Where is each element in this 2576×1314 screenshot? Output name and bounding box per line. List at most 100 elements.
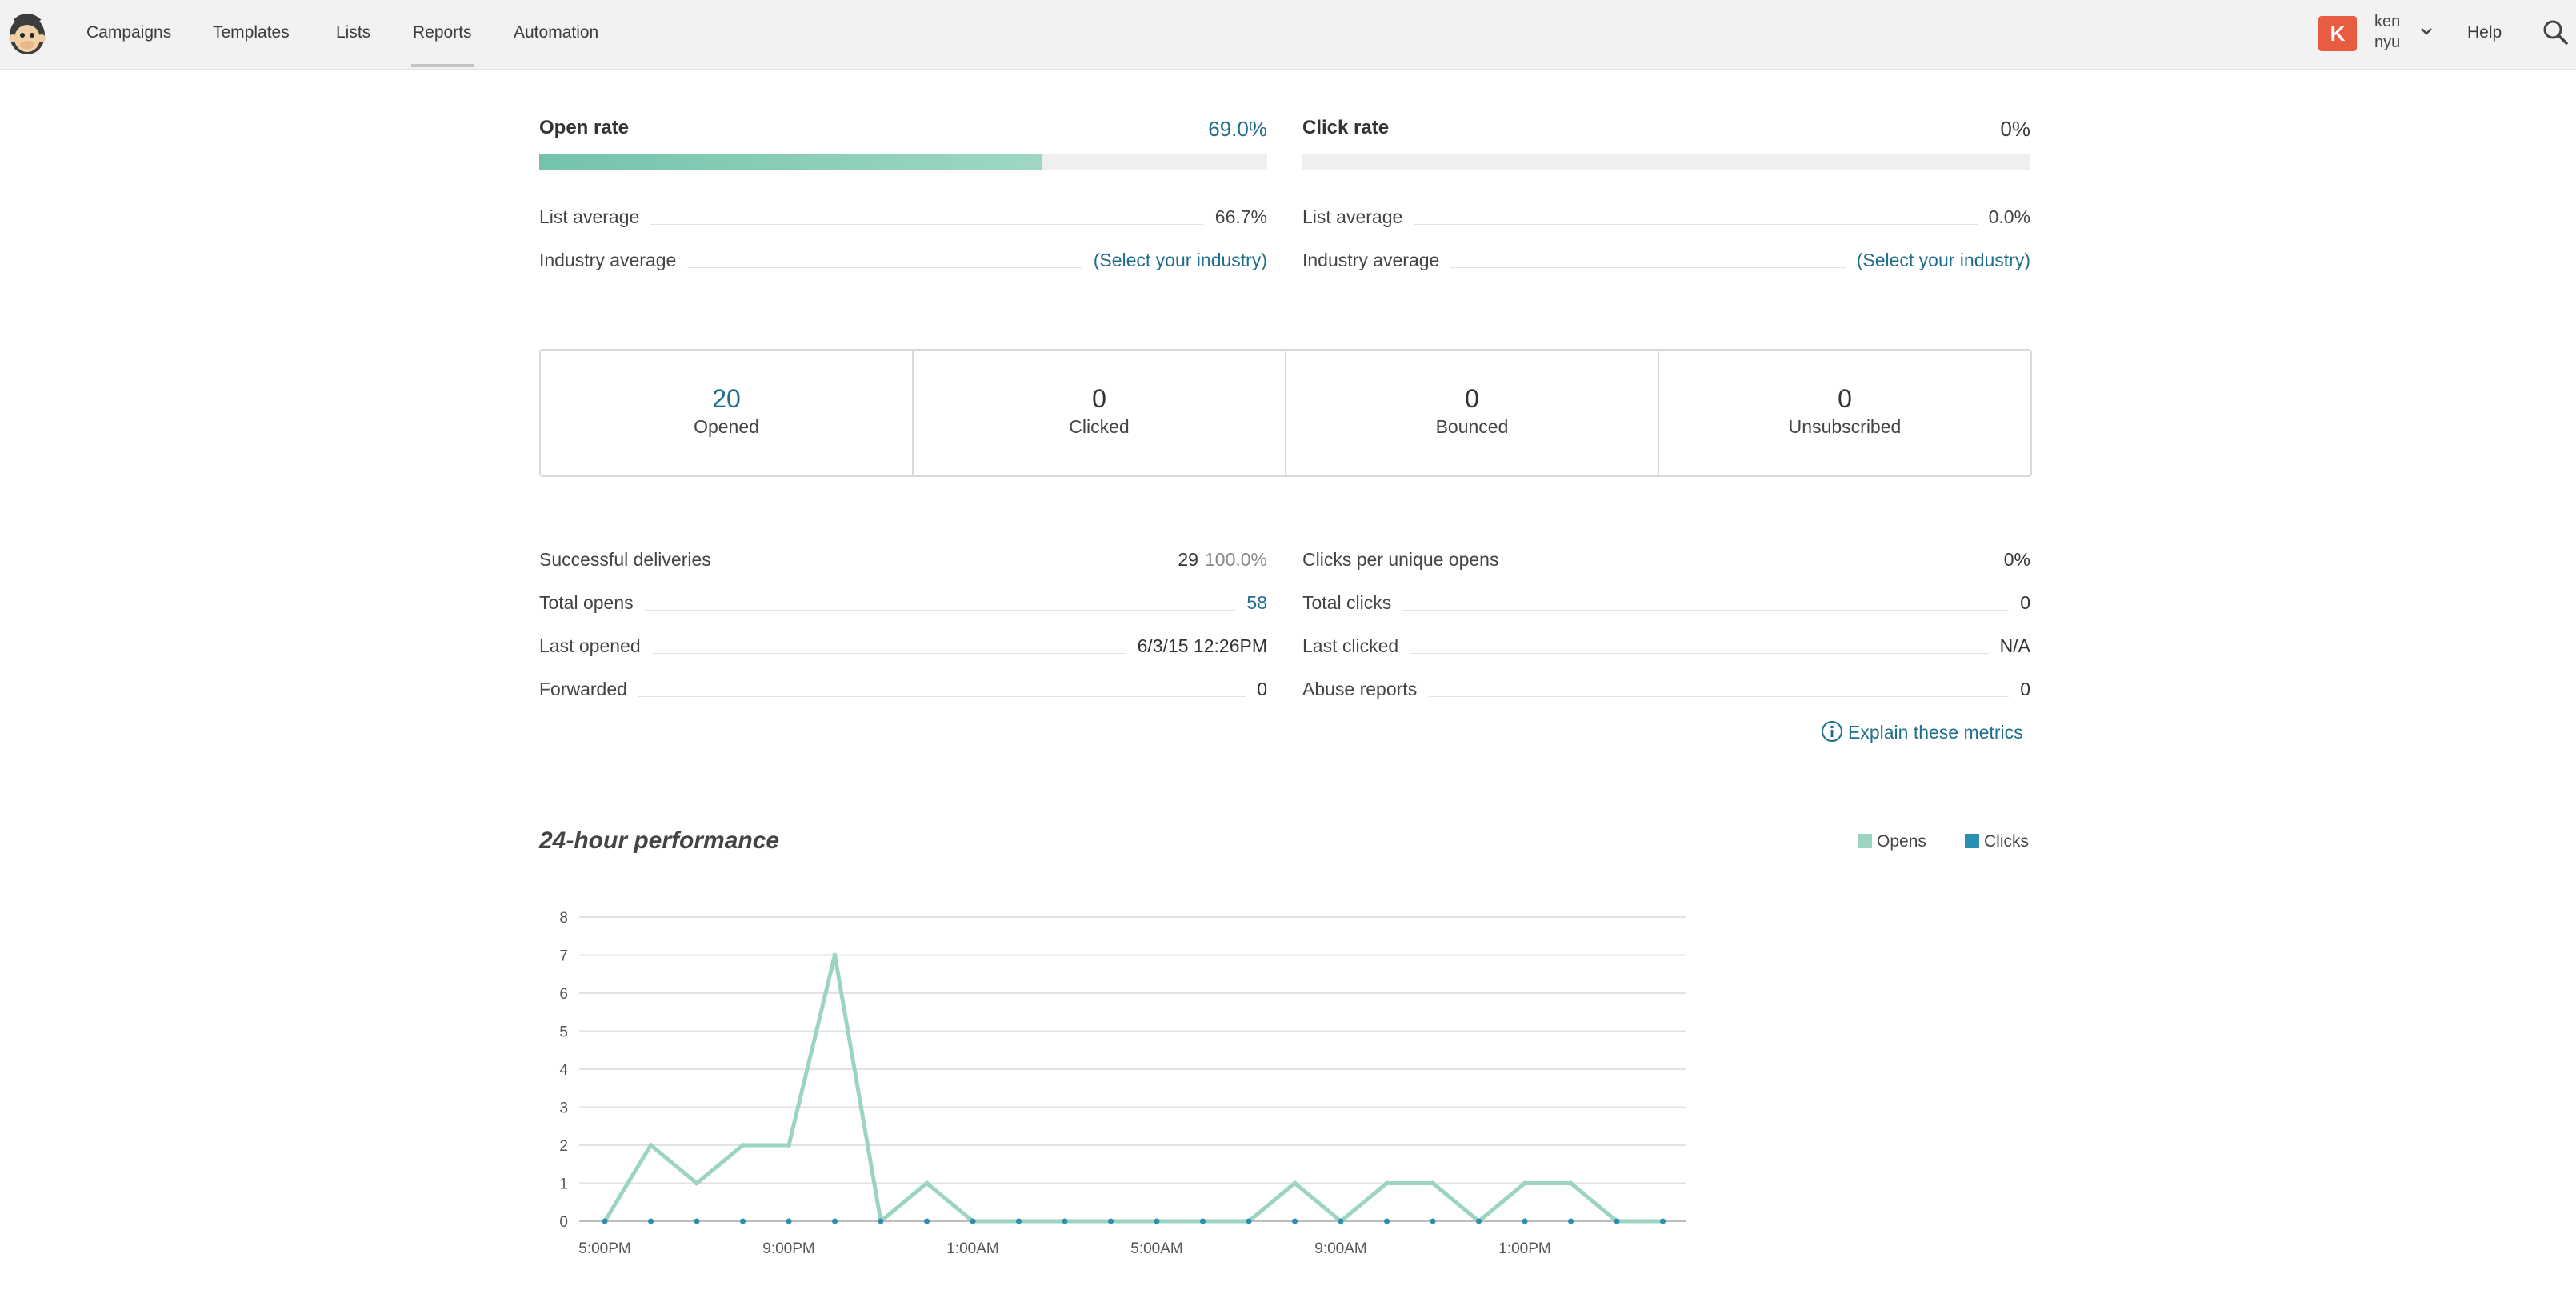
- click-rate-value: 0%: [2000, 117, 2030, 141]
- legend-clicks[interactable]: Clicks: [1965, 832, 2029, 851]
- metric-row: Last opened 6/3/15 12:26PM: [539, 635, 1267, 663]
- data-point-opens: [1522, 1180, 1527, 1186]
- data-point-clicks: [1292, 1218, 1298, 1224]
- click-list-average-value: 0.0%: [1977, 206, 2030, 228]
- metric-label: Total opens: [539, 592, 645, 614]
- metric-label: Last clicked: [1302, 635, 1410, 657]
- stat-bounced-value: 0: [1465, 384, 1479, 413]
- y-tick-label: 0: [559, 1214, 568, 1231]
- stat-clicked: 0 Clicked: [914, 351, 1286, 475]
- total-opens-link[interactable]: 58: [1235, 592, 1267, 614]
- data-point-clicks: [1246, 1218, 1252, 1224]
- y-tick-label: 4: [559, 1062, 568, 1079]
- search-icon[interactable]: [2541, 18, 2570, 46]
- chart-title: 24-hour performance: [539, 827, 780, 854]
- x-tick-label: 9:00AM: [1314, 1240, 1366, 1257]
- stat-opened[interactable]: 20 Opened: [541, 351, 914, 475]
- data-point-clicks: [1108, 1218, 1114, 1224]
- nav-automation[interactable]: Automation: [514, 23, 599, 42]
- open-list-average-label: List average: [539, 206, 651, 228]
- data-point-clicks: [694, 1218, 700, 1224]
- data-point-opens: [786, 1143, 791, 1148]
- nav-templates[interactable]: Templates: [213, 23, 290, 42]
- x-tick-label: 9:00PM: [762, 1240, 814, 1257]
- chevron-down-icon[interactable]: [2418, 22, 2435, 40]
- y-tick-label: 2: [559, 1138, 568, 1155]
- data-point-clicks: [1200, 1218, 1206, 1224]
- metric-row: Total clicks 0: [1302, 592, 2030, 619]
- data-point-clicks: [970, 1218, 976, 1224]
- data-point-clicks: [602, 1218, 608, 1224]
- open-rate-value: 69.0%: [1208, 117, 1267, 141]
- metric-value: 0%: [1992, 549, 2030, 571]
- data-point-opens: [924, 1180, 930, 1186]
- y-tick-label: 6: [559, 986, 568, 1003]
- metric-label: Successful deliveries: [539, 549, 722, 571]
- stat-bounced-label: Bounced: [1435, 416, 1509, 437]
- metric-label: Clicks per unique opens: [1302, 549, 1510, 571]
- data-point-opens: [832, 952, 838, 958]
- data-point-clicks: [1430, 1218, 1436, 1224]
- metric-label: Abuse reports: [1302, 679, 1429, 700]
- open-rate-bar: [539, 154, 1267, 170]
- click-list-average-label: List average: [1302, 206, 1414, 228]
- metric-value: N/A: [1988, 635, 2030, 657]
- metric-label: Last opened: [539, 635, 652, 657]
- stat-clicked-value: 0: [1092, 384, 1106, 413]
- successful-deliveries-percent: 100.0%: [1204, 549, 1267, 570]
- data-point-clicks: [1660, 1218, 1666, 1224]
- avatar[interactable]: K: [2318, 16, 2357, 51]
- metric-value: 0: [2009, 592, 2030, 614]
- metric-label: Forwarded: [539, 679, 638, 700]
- data-point-clicks: [924, 1218, 930, 1224]
- y-tick-label: 8: [559, 910, 568, 927]
- top-navigation: Campaigns Templates Lists Reports Automa…: [0, 0, 2576, 70]
- nav-campaigns[interactable]: Campaigns: [86, 23, 172, 42]
- legend-opens[interactable]: Opens: [1858, 832, 1926, 851]
- metric-row: Last clicked N/A: [1302, 635, 2030, 663]
- open-industry-average-label: Industry average: [539, 250, 688, 271]
- nav-reports[interactable]: Reports: [411, 0, 474, 67]
- stat-opened-value: 20: [712, 384, 741, 413]
- open-rate-section: Open rate 69.0% List average 66.7% Indus…: [539, 112, 1267, 271]
- data-point-clicks: [878, 1218, 884, 1224]
- explain-metrics-label: Explain these metrics: [1848, 722, 2023, 743]
- user-org[interactable]: nyu: [2374, 34, 2401, 51]
- data-point-clicks: [1016, 1218, 1022, 1224]
- summary-stats: 20 Opened 0 Clicked 0 Bounced 0 Unsubscr…: [539, 349, 2032, 477]
- data-point-clicks: [1062, 1218, 1068, 1224]
- open-select-industry-link[interactable]: (Select your industry): [1082, 250, 1267, 271]
- explain-metrics-link[interactable]: Explain these metrics: [1821, 720, 2023, 743]
- open-rate-bar-fill: [539, 154, 1042, 170]
- data-point-clicks: [1338, 1218, 1344, 1224]
- click-select-industry-link[interactable]: (Select your industry): [1845, 250, 2030, 271]
- y-tick-label: 1: [559, 1176, 568, 1193]
- series-line-opens: [602, 954, 1663, 1225]
- metric-row: Forwarded 0: [539, 679, 1267, 706]
- stat-unsubscribed-value: 0: [1838, 384, 1852, 413]
- y-tick-label: 7: [559, 948, 568, 965]
- metric-row: Abuse reports 0: [1302, 679, 2030, 706]
- click-rate-label: Click rate: [1302, 117, 1390, 138]
- data-point-clicks: [786, 1218, 792, 1224]
- open-list-average-value: 66.7%: [1203, 206, 1267, 228]
- x-tick-label: 1:00AM: [946, 1240, 998, 1257]
- info-icon: [1822, 721, 1842, 742]
- data-point-clicks: [832, 1218, 838, 1224]
- nav-lists[interactable]: Lists: [336, 23, 371, 42]
- stat-unsubscribed: 0 Unsubscribed: [1659, 351, 2030, 475]
- stat-unsubscribed-label: Unsubscribed: [1788, 416, 1902, 437]
- metric-row: Successful deliveries 29 100.0%: [539, 549, 1267, 576]
- metric-value: 0: [1246, 679, 1267, 700]
- user-name[interactable]: ken: [2374, 13, 2401, 30]
- legend-opens-swatch: [1858, 834, 1872, 848]
- stat-bounced: 0 Bounced: [1286, 351, 1659, 475]
- data-point-clicks: [1568, 1218, 1574, 1224]
- help-link[interactable]: Help: [2467, 23, 2502, 42]
- metric-value: 0: [2009, 679, 2030, 700]
- open-industry-average-row: Industry average (Select your industry): [539, 250, 1267, 277]
- mailchimp-logo[interactable]: [6, 8, 48, 58]
- data-point-opens: [1384, 1180, 1390, 1186]
- click-rate-bar: [1302, 154, 2030, 170]
- data-point-opens: [694, 1180, 699, 1186]
